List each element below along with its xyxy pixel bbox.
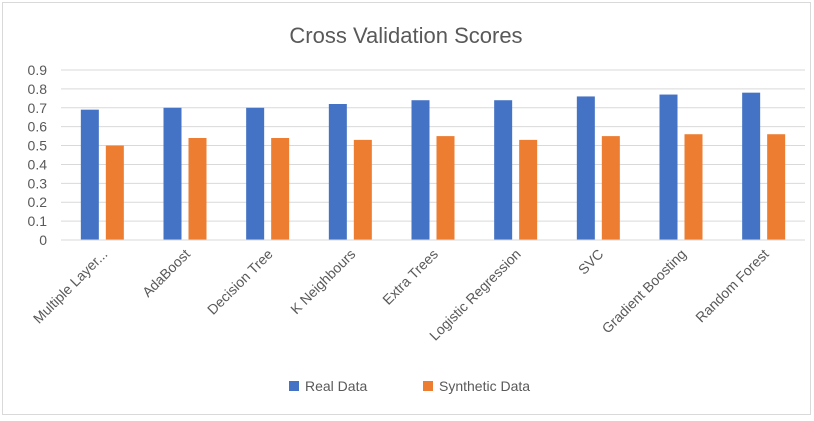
y-tick-label: 0.4 <box>28 156 48 172</box>
x-tick-label: SVC <box>575 246 607 278</box>
synthetic-data-bar <box>519 139 538 240</box>
real-data-bar <box>411 100 430 240</box>
x-tick-label: Random Forest <box>692 246 772 326</box>
synthetic-data-bar <box>353 139 372 240</box>
y-tick-label: 0 <box>39 232 47 248</box>
synthetic-data-bar <box>271 138 290 240</box>
y-tick-label: 0.7 <box>28 100 48 116</box>
gridlines <box>61 69 805 222</box>
chart-title: Cross Validation Scores <box>289 23 522 48</box>
x-tick-label: Logistic Regression <box>426 246 524 344</box>
x-tick-label: K Neighbours <box>287 246 358 317</box>
synthetic-data-bar <box>105 145 124 240</box>
synthetic-data-bar <box>601 136 620 240</box>
y-tick-label: 0.2 <box>28 194 48 210</box>
legend: Real Data Synthetic Data <box>289 378 530 394</box>
x-tick-label: Gradient Boosting <box>599 246 690 337</box>
x-tick-label: Multiple Layer... <box>30 246 111 327</box>
x-tick-label: Extra Trees <box>379 246 441 308</box>
legend-label: Real Data <box>305 378 367 394</box>
real-data-bar <box>494 100 513 240</box>
real-data-bar <box>576 96 595 240</box>
y-tick-label: 0.5 <box>28 138 48 154</box>
real-data-bar <box>80 109 99 241</box>
chart-container: Cross Validation Scores 0 0.1 0.2 0.3 0.4 0.5… <box>2 2 811 415</box>
real-data-bar <box>246 107 265 241</box>
y-tick-label: 0.9 <box>28 62 48 78</box>
real-data-bar <box>742 92 761 241</box>
x-axis-tick-labels: Multiple Layer... AdaBoost Decision Tree K … <box>30 246 772 344</box>
x-tick-label: Decision Tree <box>204 246 276 318</box>
bar-chart: Cross Validation Scores 0 0.1 0.2 0.3 0.4 0.5… <box>28 23 805 394</box>
synthetic-data-bar <box>188 138 207 240</box>
real-data-bar <box>659 94 678 240</box>
real-data-bar <box>163 107 182 241</box>
legend-swatch <box>289 381 299 391</box>
y-tick-label: 0.1 <box>28 213 48 229</box>
legend-label: Synthetic Data <box>439 378 530 394</box>
synthetic-data-bar <box>684 134 703 240</box>
y-tick-label: 0.8 <box>28 81 48 97</box>
real-data-bar <box>328 104 347 240</box>
y-axis-tick-labels: 0 0.1 0.2 0.3 0.4 0.5 0.6 0.7 0.8 0.9 <box>28 62 48 248</box>
x-tick-label: AdaBoost <box>139 246 193 300</box>
y-tick-label: 0.6 <box>28 119 48 135</box>
legend-swatch <box>423 381 433 391</box>
synthetic-data-bar <box>767 134 786 240</box>
bars <box>80 92 786 241</box>
y-tick-label: 0.3 <box>28 175 48 191</box>
synthetic-data-bar <box>436 136 455 240</box>
